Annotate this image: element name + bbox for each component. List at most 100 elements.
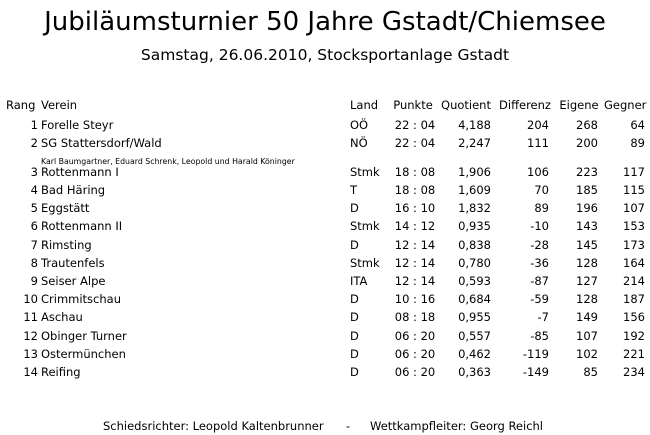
cell-verein: SG Stattersdorf/Wald [41,136,162,151]
header-verein: Verein [41,98,78,112]
cell-land: D [350,310,359,325]
cell-punkte: 06 : 20 [394,364,436,379]
cell-verein: Reifing [41,364,81,379]
cell-gegner: 187 [623,292,645,307]
cell-quotient: 1,832 [458,201,491,216]
cell-verein: Rottenmann I [41,164,119,179]
cell-eigene: 185 [576,182,598,197]
cell-rang: 7 [30,237,38,252]
cell-gegner: 234 [623,364,645,379]
cell-eigene: 268 [576,118,598,132]
table-row: 3 Rottenmann I Stmk 18 : 08 1,906 106 223 117 [0,164,650,180]
cell-gegner: 115 [623,182,645,197]
cell-verein: Forelle Steyr [41,118,114,132]
header-land: Land [350,98,379,112]
footer: Schiedsrichter: Leopold Kaltenbrunner - … [0,418,650,434]
cell-rang: 10 [23,292,38,307]
cell-rang: 3 [30,164,38,179]
cell-gegner: 153 [623,219,645,234]
table-row: 8 Trautenfels Stmk 12 : 14 0,780 -36 128 164 [0,255,650,271]
cell-eigene: 102 [576,346,598,361]
cell-differenz: -85 [530,328,549,343]
cell-eigene: 143 [576,219,598,234]
cell-punkte: 22 : 04 [394,118,436,132]
cell-quotient: 1,609 [458,182,491,197]
cell-gegner: 107 [623,201,645,216]
cell-land: T [350,182,358,197]
header-gegner: Gegner [604,98,647,112]
cell-quotient: 0,363 [458,364,491,379]
cell-land: ITA [350,273,368,288]
cell-verein: Rimsting [41,237,92,252]
cell-rang: 8 [30,255,38,270]
page-subtitle: Samstag, 26.06.2010, Stocksportanlage Gs… [140,46,510,64]
cell-punkte: 18 : 08 [394,182,436,197]
cell-rang: 6 [30,219,38,234]
table-row: 11 Aschau D 08 : 18 0,955 -7 149 156 [0,309,650,325]
cell-differenz: 89 [534,201,549,216]
table-row: 4 Bad Häring T 18 : 08 1,609 70 185 115 [0,182,650,198]
cell-punkte: 16 : 10 [394,201,436,216]
cell-verein: Crimmitschau [41,292,122,307]
footer-leader: Wettkampfleiter: Georg Reichl [370,419,544,433]
cell-rang: 11 [23,310,38,325]
cell-rang: 5 [30,201,38,216]
cell-eigene: 196 [576,201,598,216]
cell-eigene: 128 [576,255,598,270]
cell-differenz: -36 [530,255,549,270]
cell-eigene: 128 [576,292,598,307]
cell-quotient: 0,593 [458,273,491,288]
cell-verein: Eggstätt [41,201,90,216]
cell-differenz: 70 [534,182,549,197]
table-row: 2 SG Stattersdorf/Wald NÖ 22 : 04 2,247 111 20… [0,135,650,151]
cell-differenz: -149 [522,364,549,379]
cell-rang: 9 [30,273,38,288]
header-row: Rang Verein Land Punkte Quotient Differe… [0,97,650,113]
cell-gegner: 192 [623,328,645,343]
cell-punkte: 12 : 14 [394,255,436,270]
cell-quotient: 0,462 [458,346,491,361]
cell-verein: Seiser Alpe [41,273,106,288]
cell-gegner: 173 [623,237,645,252]
cell-verein: Rottenmann II [41,219,123,234]
cell-quotient: 0,780 [458,255,491,270]
cell-differenz: 111 [527,136,549,151]
cell-rang: 4 [30,182,38,197]
cell-gegner: 89 [630,136,645,151]
footer-separator: - [346,419,351,433]
header-punkte: Punkte [393,98,433,112]
cell-gegner: 214 [623,273,645,288]
cell-differenz: -10 [530,219,549,234]
cell-punkte: 06 : 20 [394,346,436,361]
cell-punkte: 10 : 16 [394,292,436,307]
cell-gegner: 221 [623,346,645,361]
cell-land: D [350,346,359,361]
cell-punkte: 14 : 12 [394,219,436,234]
cell-verein: Obinger Turner [41,328,127,343]
cell-land: D [350,364,359,379]
cell-land: OÖ [350,118,369,132]
table-row: 13 Ostermünchen D 06 : 20 0,462 -119 102 221 [0,346,650,362]
cell-land: Stmk [350,219,380,234]
cell-punkte: 06 : 20 [394,328,436,343]
cell-land: D [350,328,359,343]
header-quotient: Quotient [441,98,491,112]
cell-eigene: 127 [576,273,598,288]
cell-quotient: 4,188 [458,118,491,132]
cell-quotient: 0,838 [458,237,491,252]
cell-quotient: 2,247 [458,136,491,151]
cell-differenz: 204 [527,118,549,132]
cell-eigene: 149 [576,310,598,325]
cell-verein: Bad Häring [41,182,106,197]
table-row: 6 Rottenmann II Stmk 14 : 12 0,935 -10 143 153 [0,218,650,234]
cell-gegner: 117 [623,164,645,179]
cell-land: D [350,292,359,307]
table-row: 14 Reifing D 06 : 20 0,363 -149 85 234 [0,364,650,380]
cell-quotient: 0,557 [458,328,491,343]
cell-quotient: 1,906 [458,164,491,179]
cell-quotient: 0,935 [458,219,491,234]
header-rang: Rang [6,98,36,112]
cell-land: Stmk [350,164,380,179]
cell-rang: 13 [23,346,38,361]
cell-verein: Ostermünchen [41,346,126,361]
